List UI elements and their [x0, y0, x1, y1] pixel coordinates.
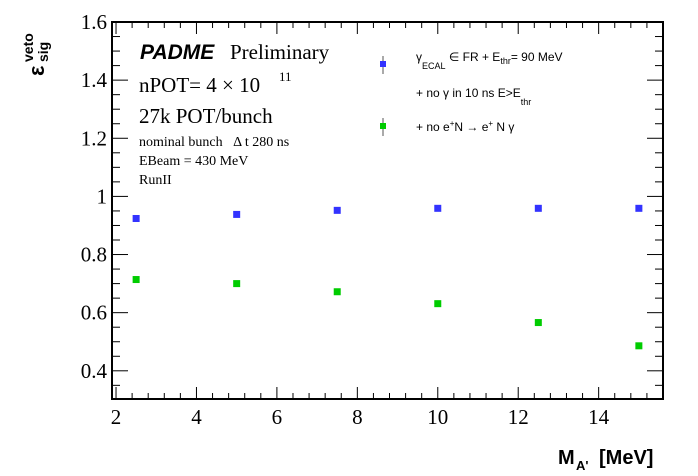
- y-axis-title-symbol: ε: [24, 65, 49, 76]
- x-tick-label: 10: [427, 405, 448, 429]
- x-tick-label: 4: [191, 405, 202, 429]
- y-tick-label: 0.4: [81, 359, 108, 383]
- legend-text: N γ: [493, 120, 514, 134]
- x-axis-title-unit: [MeV]: [599, 447, 653, 469]
- npot-label: nPOT= 4 × 10: [139, 73, 260, 97]
- legend-text-sub: thr: [521, 97, 532, 107]
- data-point-series-2: [434, 300, 442, 308]
- x-axis-title: M A' [MeV]: [558, 447, 653, 473]
- bunch-label: nominal bunch Δ t 280 ns: [139, 135, 289, 150]
- x-tick-label: 6: [272, 405, 283, 429]
- data-point-series-2: [635, 342, 643, 350]
- legend-text-sub: ECAL: [422, 61, 446, 71]
- legend-text-sup: +: [488, 119, 493, 128]
- data-point-series-2: [233, 280, 241, 288]
- legend-text: + no γ in 10 ns E>E: [416, 86, 521, 100]
- y-tick-label: 0.6: [81, 301, 107, 325]
- data-point-series-2: [132, 276, 140, 284]
- x-axis-title-sub: A': [576, 458, 588, 473]
- x-axis-title-main: M: [558, 447, 575, 469]
- pot-bunch-label: 27k POT/bunch: [139, 104, 273, 128]
- axis-ticks: [112, 21, 664, 399]
- legend-entry-1-line1: γECAL ∈ FR + Ethr= 90 MeV: [416, 50, 563, 71]
- legend-entry-1: γECAL ∈ FR + Ethr= 90 MeV + no γ in 10 n…: [380, 50, 563, 107]
- legend-text: + no e: [416, 120, 450, 134]
- legend-text: = 90 MeV: [511, 50, 563, 64]
- legend-entry-2: + no e+N → e+ N γ: [380, 118, 514, 136]
- x-tick-labels: 2 4 6 8 10 12 14: [111, 405, 610, 429]
- data-point-series-2: [333, 288, 341, 296]
- y-axis-title-sup: veto: [20, 33, 36, 62]
- y-tick-labels: 0.4 0.6 0.8 1 1.2 1.4 1.6: [81, 10, 108, 383]
- data-point-series-1: [534, 204, 542, 212]
- legend-marker-2: [380, 123, 386, 129]
- y-tick-label: 1.6: [81, 10, 107, 34]
- data-point-series-2: [534, 319, 542, 327]
- data-point-series-1: [132, 214, 140, 222]
- x-tick-label: 8: [352, 405, 363, 429]
- annotations: PADME Preliminary nPOT= 4 × 10 11 27k PO…: [139, 40, 330, 188]
- plot-frame: [111, 21, 664, 400]
- data-points: [132, 204, 643, 350]
- status-label: Preliminary: [230, 40, 330, 64]
- y-tick-label: 1: [97, 184, 108, 208]
- legend-text-sup: +: [450, 119, 455, 128]
- data-point-series-1: [233, 210, 241, 218]
- y-tick-label: 0.8: [81, 243, 107, 267]
- legend-text-sub: thr: [500, 56, 511, 66]
- legend-marker-1: [380, 61, 386, 67]
- y-tick-label: 1.4: [81, 68, 108, 92]
- data-point-series-1: [635, 204, 643, 212]
- legend-text: γ: [416, 50, 422, 64]
- legend-entry-1-line2: + no γ in 10 ns E>Ethr: [416, 86, 531, 107]
- data-point-series-1: [333, 206, 341, 214]
- ebeam-label: EBeam = 430 MeV: [139, 154, 248, 169]
- experiment-label: PADME: [140, 41, 215, 64]
- legend: γECAL ∈ FR + Ethr= 90 MeV + no γ in 10 n…: [380, 50, 563, 136]
- x-tick-label: 2: [111, 405, 122, 429]
- y-tick-label: 1.2: [81, 126, 107, 150]
- y-axis-title-sub: sig: [35, 42, 51, 62]
- legend-text: ∈ FR + E: [446, 50, 501, 64]
- run-label: RunII: [139, 173, 172, 188]
- x-tick-label: 12: [508, 405, 529, 429]
- legend-text: N → e: [454, 120, 488, 134]
- data-point-series-1: [434, 204, 442, 212]
- x-tick-label: 14: [588, 405, 610, 429]
- npot-exponent: 11: [279, 69, 292, 84]
- legend-entry-2-text: + no e+N → e+ N γ: [416, 119, 514, 134]
- y-axis-title: ε veto sig: [20, 33, 51, 76]
